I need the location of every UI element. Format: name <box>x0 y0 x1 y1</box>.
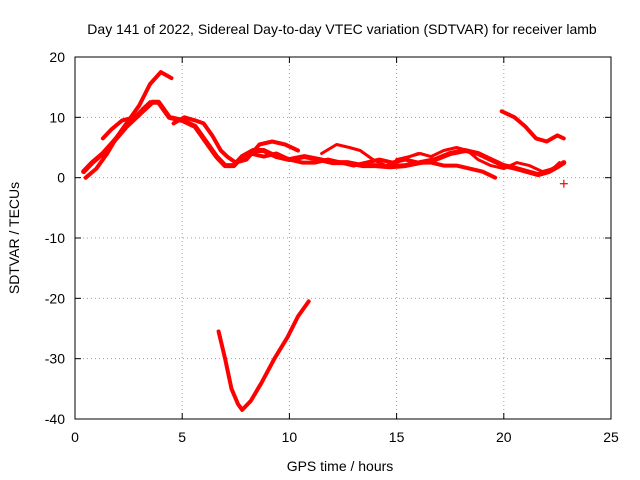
y-tick-label: 20 <box>49 49 65 65</box>
plot-series <box>81 70 568 412</box>
series-arc-9 <box>216 299 311 412</box>
y-tick-label: -40 <box>45 411 65 427</box>
y-tick-label: 10 <box>49 109 65 125</box>
series-arc-1 <box>81 99 567 178</box>
axis-ticks: 0 5 10 15 20 25 -40 -30 -20 -10 0 10 20 <box>45 49 619 445</box>
x-tick-label: 5 <box>178 429 186 445</box>
y-axis-label: SDTVAR / TECUs <box>6 182 22 294</box>
series-arc-3 <box>100 100 152 141</box>
x-tick-label: 15 <box>389 429 405 445</box>
chart-title: Day 141 of 2022, Sidereal Day-to-day VTE… <box>87 21 597 37</box>
x-axis-label: GPS time / hours <box>287 458 394 474</box>
x-tick-label: 0 <box>71 429 79 445</box>
y-tick-label: -30 <box>45 351 65 367</box>
y-tick-label: -10 <box>45 230 65 246</box>
y-tick-label: -20 <box>45 290 65 306</box>
series-arc-4 <box>171 115 300 165</box>
x-tick-label: 25 <box>603 429 619 445</box>
series-arc-7 <box>395 152 420 162</box>
series-arc-6 <box>320 143 561 174</box>
x-tick-label: 10 <box>282 429 298 445</box>
y-tick-label: 0 <box>57 170 65 186</box>
grid-lines <box>75 57 611 419</box>
series-arc-8 <box>499 109 566 144</box>
x-tick-label: 20 <box>496 429 512 445</box>
outlier-point <box>559 179 568 188</box>
